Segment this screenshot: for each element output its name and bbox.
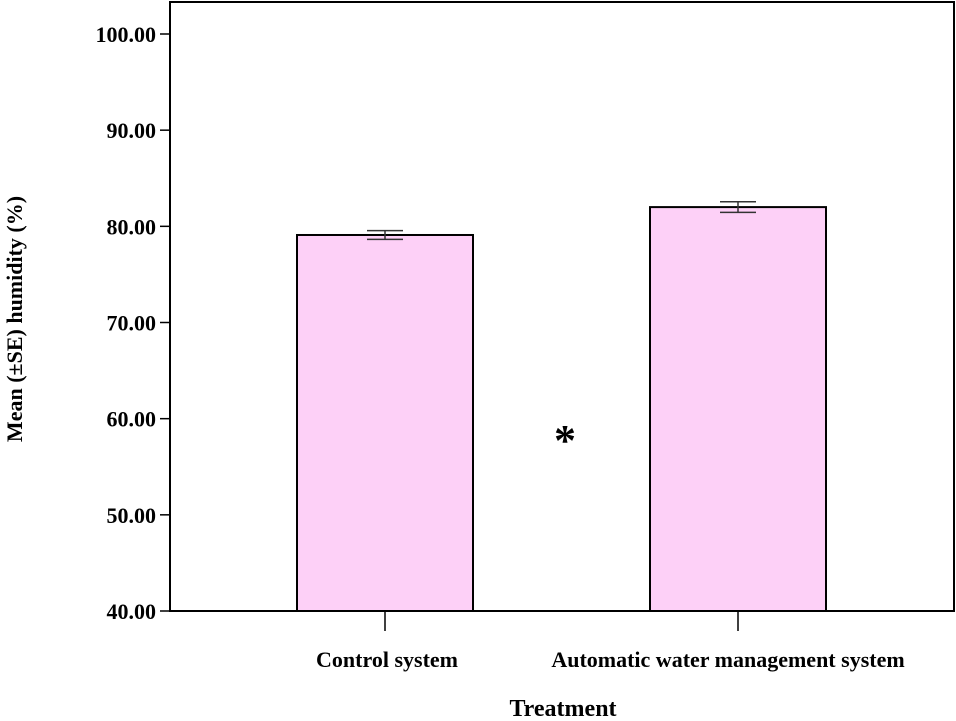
y-tick-label: 90.00 [107,118,157,143]
bar [649,206,827,612]
significance-asterisk: * [554,416,576,465]
y-tick-label: 80.00 [107,214,157,239]
y-tick-label: 50.00 [107,503,157,528]
x-tick-label: Automatic water management system [551,647,904,672]
error-bar [720,201,756,214]
x-axis-label: Treatment [509,696,616,721]
y-tick-label: 60.00 [107,407,157,432]
error-bar [367,229,403,241]
y-tick-label: 70.00 [107,311,157,336]
y-axis: 40.00 50.00 60.00 70.00 80.00 90.00 100.00 [96,22,170,624]
plot-frame [169,1,955,612]
bars [296,201,827,612]
y-tick-label: 100.00 [96,22,157,47]
y-tick-label: 40.00 [107,599,157,624]
bar [296,233,474,612]
x-tick-label: Control system [316,647,458,672]
y-axis-label: Mean (±SE) humidity (%) [2,196,27,442]
x-axis: Control system Automatic water management… [316,611,905,672]
